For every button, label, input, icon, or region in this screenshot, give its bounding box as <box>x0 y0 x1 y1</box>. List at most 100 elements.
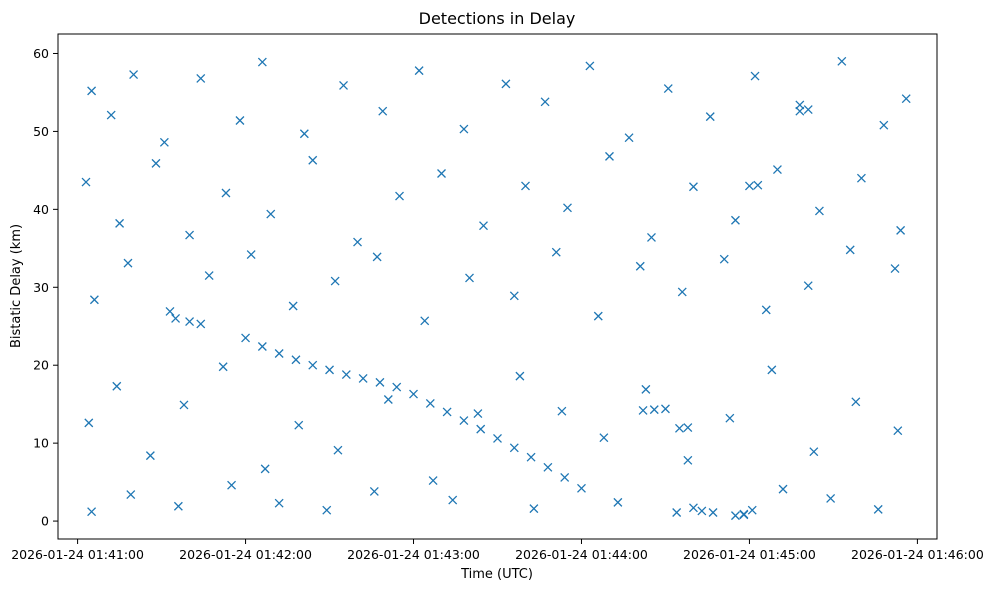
y-tick-label: 0 <box>41 514 49 529</box>
detection-point <box>605 151 614 161</box>
detection-point <box>115 218 125 228</box>
data-points <box>81 56 911 521</box>
detection-point <box>753 180 763 190</box>
detection-point <box>291 355 301 365</box>
detection-point <box>593 311 603 321</box>
detection-point <box>730 215 740 225</box>
detection-point <box>901 94 911 104</box>
detection-point <box>353 237 362 247</box>
x-tick-label: 2026-01-24 01:45:00 <box>683 547 816 562</box>
detection-point <box>856 173 866 183</box>
detection-point <box>708 508 718 517</box>
detection-point <box>803 105 813 115</box>
detection-point <box>151 158 161 168</box>
detection-point <box>795 106 805 116</box>
detection-point <box>599 433 609 443</box>
detection-point <box>879 120 889 130</box>
y-axis-label: Bistatic Delay (km) <box>9 224 24 348</box>
detection-point <box>851 397 861 407</box>
detection-point <box>501 79 511 89</box>
detection-point <box>294 420 304 430</box>
y-tick-label: 50 <box>33 124 49 139</box>
detection-point <box>414 66 424 76</box>
x-axis-label: Time (UTC) <box>460 567 533 582</box>
detection-point <box>661 404 670 414</box>
detection-point <box>826 494 836 503</box>
detection-point <box>257 57 267 67</box>
detection-point <box>84 418 94 428</box>
x-tick-label: 2026-01-24 01:46:00 <box>851 547 984 562</box>
detection-point <box>325 365 334 375</box>
detection-point <box>448 495 458 505</box>
detection-point <box>420 316 430 326</box>
detection-point <box>837 56 847 66</box>
detection-point <box>677 287 687 297</box>
detection-point <box>299 129 309 139</box>
detection-point <box>540 97 550 107</box>
detection-point <box>557 406 567 416</box>
detection-point <box>333 445 343 455</box>
detection-point <box>308 155 318 165</box>
detection-point <box>893 426 903 436</box>
detection-point <box>322 505 332 515</box>
detection-point <box>218 362 228 372</box>
detection-point <box>638 405 648 415</box>
detection-point <box>509 443 519 453</box>
detection-point <box>106 110 116 120</box>
detection-point <box>515 371 525 381</box>
detection-point <box>778 484 788 494</box>
detection-point <box>479 221 488 231</box>
detection-point <box>235 116 245 125</box>
detection-point <box>563 203 572 213</box>
detection-point <box>744 181 754 191</box>
detection-point <box>179 400 189 410</box>
detection-point <box>383 395 393 404</box>
x-tick-label: 2026-01-24 01:43:00 <box>347 547 480 562</box>
detection-point <box>809 447 819 457</box>
detection-point <box>814 206 824 216</box>
detection-point <box>649 405 659 415</box>
detection-point <box>509 291 519 301</box>
x-tick-label: 2026-01-24 01:42:00 <box>179 547 312 562</box>
detection-point <box>159 137 169 147</box>
detection-point <box>409 389 418 399</box>
detection-point <box>772 165 782 175</box>
y-tick-label: 10 <box>33 436 49 451</box>
x-tick-label: 2026-01-24 01:44:00 <box>515 547 648 562</box>
detection-point <box>624 133 634 143</box>
detection-point <box>613 497 623 507</box>
detection-point <box>803 281 813 291</box>
x-tick-label: 2026-01-24 01:41:00 <box>11 547 144 562</box>
detection-point <box>688 503 698 513</box>
detection-point <box>204 271 214 281</box>
axis-ticks: 2026-01-24 01:41:00 2026-01-24 01:42:00 20… <box>11 46 984 562</box>
detection-point <box>663 84 673 94</box>
detection-point <box>126 490 136 500</box>
detection-point <box>674 423 684 433</box>
y-tick-label: 40 <box>33 202 49 217</box>
detection-point <box>697 506 707 516</box>
detection-point <box>672 508 682 517</box>
detection-point <box>529 504 539 514</box>
detection-point <box>761 305 771 315</box>
detection-point <box>87 507 97 517</box>
detection-point <box>185 317 195 327</box>
detection-point <box>719 254 729 264</box>
detection-point <box>476 424 486 434</box>
detection-point <box>577 483 586 493</box>
detection-point <box>683 423 693 433</box>
detection-point <box>560 472 570 482</box>
detection-point <box>330 276 340 286</box>
y-tick-label: 30 <box>33 280 49 295</box>
detection-point <box>551 247 561 257</box>
detection-point <box>129 70 139 79</box>
detection-point <box>266 209 276 219</box>
detection-point <box>896 225 906 235</box>
detection-point <box>641 384 651 394</box>
detection-point <box>112 381 122 391</box>
plot-frame <box>57 33 938 540</box>
detection-point <box>725 413 735 423</box>
detection-point <box>185 230 195 240</box>
detection-point <box>288 301 298 311</box>
